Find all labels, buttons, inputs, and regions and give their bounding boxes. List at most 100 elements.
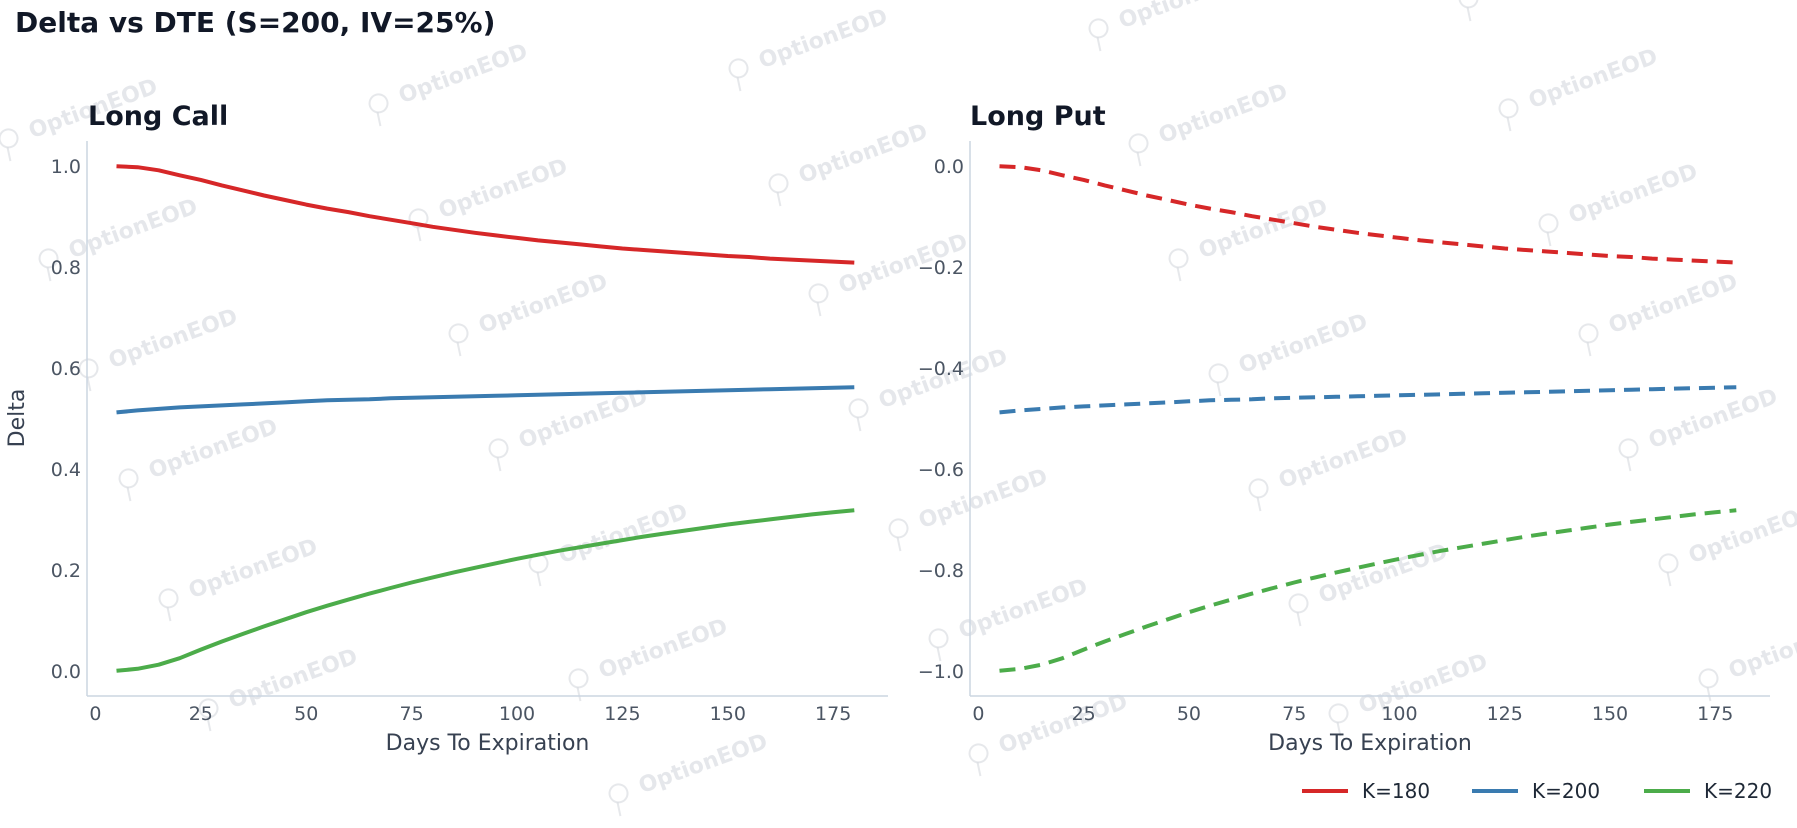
watermark-icon-stem [496,457,502,472]
legend-label: K=220 [1704,779,1772,803]
x-axis-label: Days To Expiration [386,731,590,756]
watermark-text: OptionEOD [1195,194,1331,264]
watermark-icon-stem [976,762,982,777]
y-tick-label: −0.4 [918,358,964,380]
watermark-logo: OptionEOD [968,689,1131,777]
watermark-icon [198,698,219,719]
watermark-icon-stem [1506,117,1512,132]
x-tick-label: 150 [710,703,746,725]
watermark-icon-stem [536,572,542,587]
x-tick-label: 100 [1381,703,1417,725]
watermark-icon [1288,593,1309,614]
y-axis-label: Delta [5,389,30,448]
x-tick-label: 75 [1282,703,1306,725]
watermark-icon [368,93,389,114]
watermark-icon [1168,248,1189,269]
watermark-icon-stem [1096,37,1102,52]
watermark-text: OptionEOD [145,414,281,484]
watermark-logo: OptionEOD [1458,0,1621,22]
watermark-text: OptionEOD [1525,44,1661,114]
watermark-logo: OptionEOD [408,154,571,242]
watermark-icon-stem [1136,152,1142,167]
watermark-logo: OptionEOD [78,304,241,392]
watermark-icon [118,468,139,489]
watermark-logo: OptionEOD [158,534,321,622]
watermark-icon-stem [1296,612,1302,627]
watermark-logo: OptionEOD [1288,539,1451,627]
watermark-logo: OptionEOD [1088,0,1251,52]
watermark-logo: OptionEOD [1538,159,1701,247]
watermark-logo: OptionEOD [118,414,281,502]
watermark-icon-stem [1586,342,1592,357]
watermark-logo: OptionEOD [1658,499,1797,587]
x-tick-label: 50 [1177,703,1201,725]
watermark-text: OptionEOD [1275,424,1411,494]
watermark-text: OptionEOD [475,269,611,339]
x-tick-label: 25 [1072,703,1096,725]
watermark-icon-stem [46,267,52,282]
watermark-icon-stem [616,802,622,817]
watermark-icon-stem [736,77,742,92]
watermark-text: OptionEOD [635,729,771,799]
watermark-icon-stem [1466,7,1472,22]
watermark-icon [608,783,629,804]
watermark-icon [448,323,469,344]
x-tick-label: 175 [815,703,851,725]
legend-label: K=180 [1362,779,1430,803]
watermark-logo: OptionEOD [448,269,611,357]
y-tick-label: −0.6 [918,459,964,481]
y-tick-label: 0.8 [51,257,81,279]
watermark-icon [888,518,909,539]
watermark-text: OptionEOD [595,614,731,684]
watermark-text: OptionEOD [1725,614,1797,684]
watermark-text: OptionEOD [1685,499,1797,569]
watermark-icon [848,398,869,419]
watermark-logo: OptionEOD [1578,269,1741,357]
watermark-icon [1328,703,1349,724]
watermark-icon-stem [816,302,822,317]
x-axis-label: Days To Expiration [1268,731,1472,756]
watermark-logo: OptionEOD [608,729,771,817]
legend-item: K=220 [1644,779,1772,803]
y-tick-label: −1.0 [918,661,964,683]
watermark-icon-stem [896,537,902,552]
watermark-icon [928,628,949,649]
watermark-logo: OptionEOD [928,574,1091,662]
watermark-icon-stem [206,717,212,732]
watermark-icon [1578,323,1599,344]
watermark-icon-stem [6,147,12,162]
watermark-text: OptionEOD [185,534,321,604]
watermark-logo: OptionEOD [198,644,361,732]
x-tick-label: 0 [972,703,984,725]
watermark-text: OptionEOD [1645,384,1781,454]
legend-item: K=180 [1302,779,1430,803]
watermark-icon [1248,478,1269,499]
watermark-icon-stem [1546,232,1552,247]
watermark-logo: OptionEOD [1618,384,1781,472]
long-call-panel: Long Call 0 25 50 75 100 125 150 175 0.0 0.2 0.4 0.6… [5,101,888,756]
watermark-icon [158,588,179,609]
watermark-icon-stem [776,192,782,207]
watermark-icon [1698,668,1719,689]
watermark-icon [38,248,59,269]
watermark-icon [1538,213,1559,234]
series-line-k-220 [999,508,1737,673]
panel-title: Long Call [88,101,228,132]
y-tick-label: 0.4 [51,459,81,481]
x-tick-label: 75 [400,703,424,725]
watermark-logo: OptionEOD [568,614,731,702]
watermark-icon [1498,98,1519,119]
watermark-icon-stem [376,112,382,127]
watermark-text: OptionEOD [995,689,1131,759]
watermark-text: OptionEOD [65,194,201,264]
x-tick-label: 25 [189,703,213,725]
series-line-k-220 [116,508,855,673]
watermark-icon [768,173,789,194]
y-tick-label: −0.2 [918,257,964,279]
watermark-icon [1088,18,1109,39]
watermark-icon-stem [936,647,942,662]
series-line-k-200 [116,385,855,415]
y-tick-label: 0.6 [51,358,81,380]
watermark-icon-stem [1666,572,1672,587]
